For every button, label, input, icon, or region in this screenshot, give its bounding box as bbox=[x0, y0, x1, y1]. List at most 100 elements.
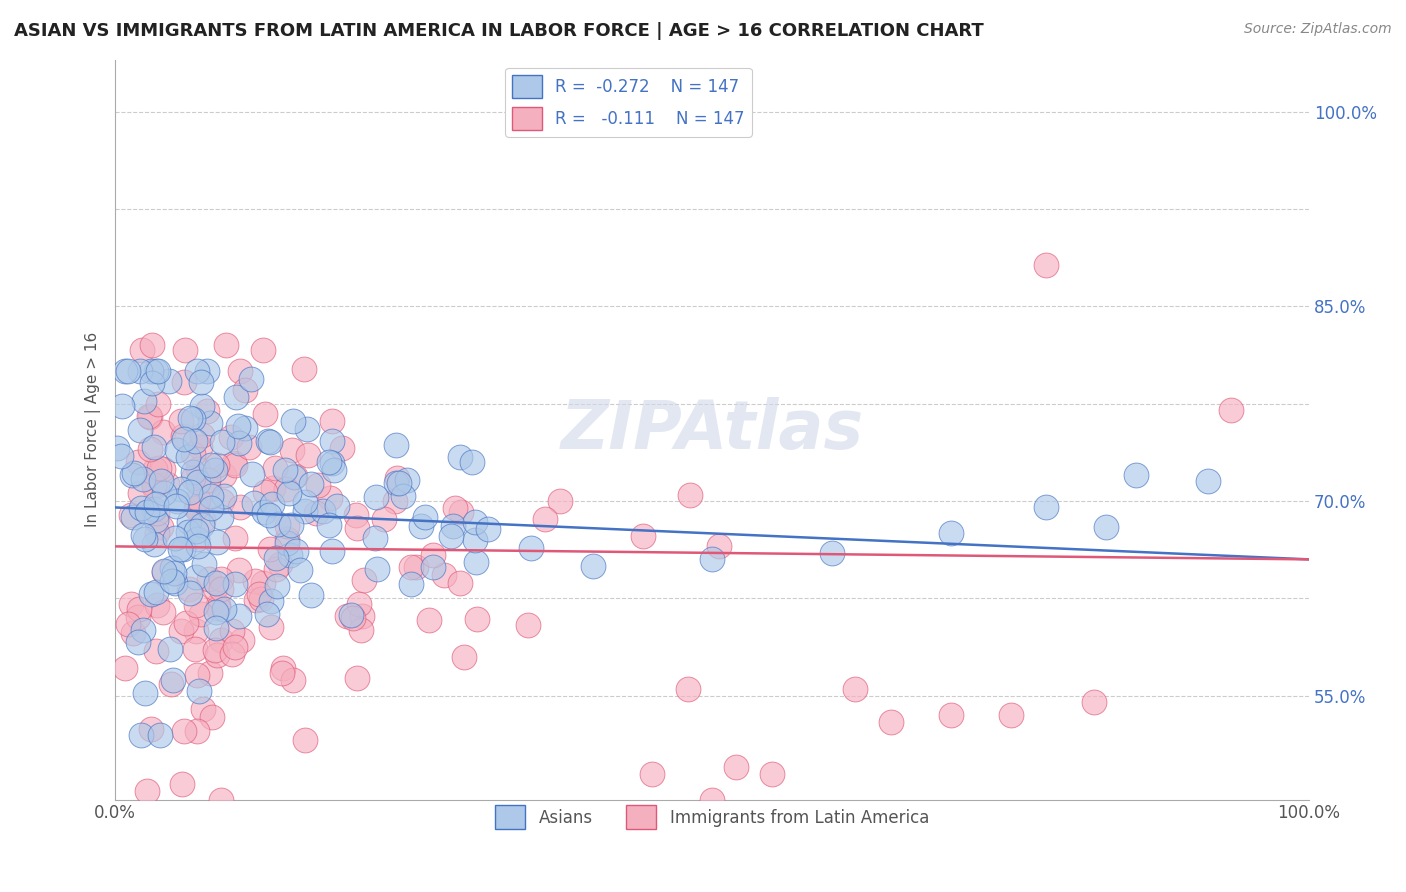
Point bbox=[145, 644, 167, 658]
Point bbox=[422, 549, 444, 563]
Point bbox=[146, 525, 169, 540]
Point bbox=[228, 436, 250, 450]
Point bbox=[318, 454, 340, 468]
Point bbox=[224, 456, 246, 470]
Point bbox=[204, 462, 226, 476]
Point bbox=[150, 474, 173, 488]
Point bbox=[266, 579, 288, 593]
Point bbox=[271, 661, 294, 675]
Point bbox=[322, 462, 344, 476]
Point bbox=[152, 462, 174, 476]
Point bbox=[122, 509, 145, 524]
Point bbox=[373, 512, 395, 526]
Point bbox=[139, 364, 162, 378]
Point bbox=[534, 512, 557, 526]
Point bbox=[228, 609, 250, 624]
Point bbox=[131, 343, 153, 357]
Point bbox=[173, 724, 195, 739]
Point bbox=[464, 533, 486, 547]
Point bbox=[187, 683, 209, 698]
Point bbox=[464, 515, 486, 529]
Point bbox=[186, 524, 208, 539]
Point bbox=[294, 495, 316, 509]
Point bbox=[143, 477, 166, 491]
Point bbox=[163, 566, 186, 580]
Point bbox=[820, 546, 842, 560]
Point bbox=[129, 500, 152, 515]
Point bbox=[321, 434, 343, 449]
Point bbox=[330, 442, 353, 456]
Point bbox=[145, 506, 167, 520]
Point bbox=[245, 592, 267, 607]
Point bbox=[173, 343, 195, 357]
Point bbox=[173, 432, 195, 446]
Point bbox=[111, 399, 134, 413]
Point bbox=[127, 455, 149, 469]
Point bbox=[179, 410, 201, 425]
Point bbox=[184, 434, 207, 449]
Point bbox=[641, 766, 664, 780]
Point bbox=[166, 443, 188, 458]
Point bbox=[250, 591, 273, 606]
Point bbox=[292, 362, 315, 376]
Legend: Asians, Immigrants from Latin America: Asians, Immigrants from Latin America bbox=[489, 798, 935, 836]
Point bbox=[700, 792, 723, 806]
Point bbox=[240, 467, 263, 482]
Point bbox=[266, 562, 288, 576]
Point bbox=[162, 673, 184, 687]
Point bbox=[276, 519, 298, 533]
Point bbox=[211, 435, 233, 450]
Point bbox=[1095, 520, 1118, 534]
Point bbox=[120, 508, 142, 522]
Point bbox=[385, 475, 408, 490]
Point bbox=[114, 364, 136, 378]
Point bbox=[172, 777, 194, 791]
Point bbox=[127, 635, 149, 649]
Text: ZIPAtlas: ZIPAtlas bbox=[561, 397, 863, 463]
Point bbox=[342, 611, 364, 625]
Point bbox=[127, 609, 149, 624]
Point bbox=[134, 686, 156, 700]
Point bbox=[191, 399, 214, 413]
Point bbox=[295, 422, 318, 436]
Point bbox=[197, 480, 219, 494]
Point bbox=[200, 500, 222, 515]
Point bbox=[700, 552, 723, 566]
Point bbox=[266, 551, 288, 566]
Point bbox=[319, 491, 342, 506]
Point bbox=[139, 722, 162, 736]
Point bbox=[307, 477, 329, 491]
Point bbox=[145, 585, 167, 599]
Point bbox=[177, 515, 200, 529]
Point bbox=[138, 442, 160, 457]
Point bbox=[169, 542, 191, 557]
Point bbox=[128, 486, 150, 500]
Point bbox=[224, 640, 246, 654]
Point bbox=[280, 517, 302, 532]
Point bbox=[283, 469, 305, 483]
Point bbox=[413, 510, 436, 524]
Point bbox=[200, 489, 222, 503]
Point bbox=[209, 572, 232, 586]
Point bbox=[157, 374, 180, 388]
Point bbox=[1035, 500, 1057, 515]
Point bbox=[177, 582, 200, 597]
Point bbox=[252, 576, 274, 591]
Point bbox=[121, 468, 143, 483]
Point bbox=[184, 624, 207, 639]
Point bbox=[207, 600, 229, 615]
Point bbox=[188, 441, 211, 455]
Point bbox=[280, 443, 302, 458]
Point bbox=[204, 581, 226, 595]
Point bbox=[939, 708, 962, 723]
Point bbox=[143, 502, 166, 516]
Point bbox=[297, 448, 319, 462]
Point bbox=[225, 390, 247, 404]
Point bbox=[264, 461, 287, 475]
Point bbox=[138, 409, 160, 424]
Point bbox=[124, 466, 146, 480]
Point bbox=[450, 505, 472, 519]
Point bbox=[384, 493, 406, 508]
Point bbox=[444, 500, 467, 515]
Point bbox=[366, 490, 388, 504]
